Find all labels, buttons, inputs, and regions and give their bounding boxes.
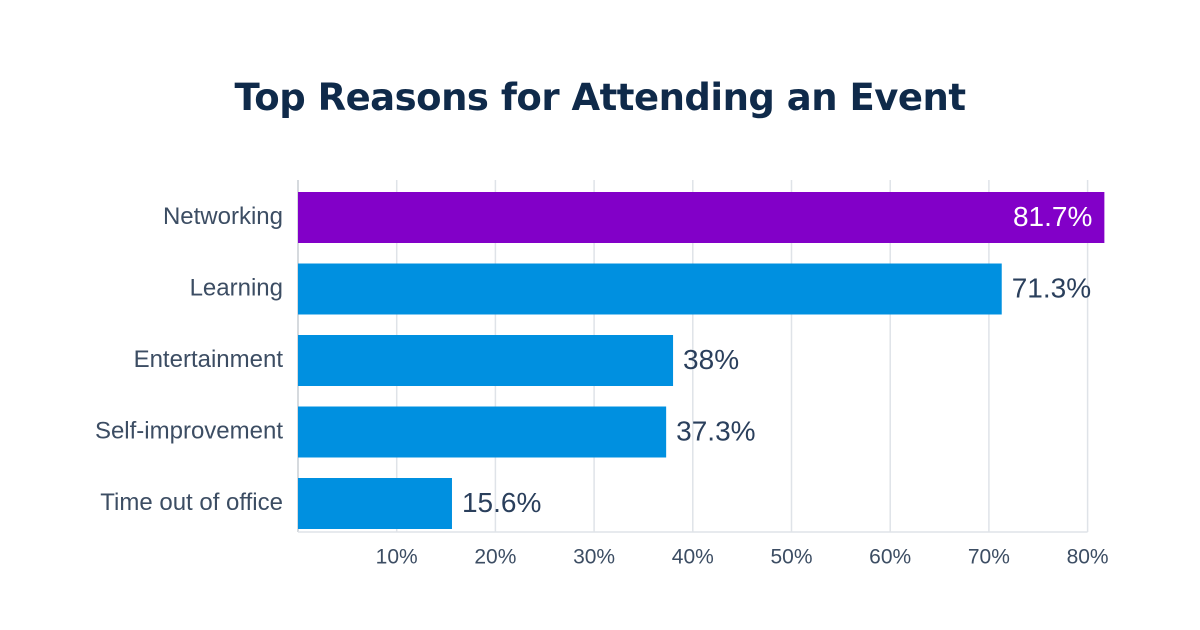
category-label: Networking	[163, 203, 283, 230]
data-label: 81.7%	[1013, 201, 1092, 232]
value-labels: 81.7% 71.3% 38% 37.3% 15.6%	[462, 201, 1092, 518]
x-axis-ticks: 10% 20% 30% 40% 50% 60% 70% 80%	[376, 546, 1109, 569]
category-label: Self-improvement	[95, 417, 283, 444]
x-tick-label: 10%	[376, 546, 418, 569]
x-tick-label: 40%	[672, 546, 714, 569]
bar-networking	[298, 192, 1105, 243]
category-label: Learning	[190, 274, 283, 301]
x-tick-label: 30%	[573, 546, 615, 569]
category-label: Entertainment	[134, 346, 284, 373]
bar-self-improvement	[298, 406, 667, 458]
category-label: Time out of office	[100, 489, 283, 516]
x-tick-label: 20%	[474, 546, 516, 569]
x-tick-label: 70%	[968, 546, 1010, 569]
bar-entertainment	[298, 335, 674, 386]
data-label: 37.3%	[676, 415, 755, 446]
x-tick-label: 80%	[1067, 546, 1109, 569]
category-labels: Networking Learning Entertainment Self-impr…	[95, 203, 283, 516]
bars	[298, 192, 1105, 529]
x-tick-label: 50%	[770, 546, 812, 569]
data-label: 15.6%	[462, 487, 541, 518]
chart-title: Top Reasons for Attending an Event	[234, 76, 966, 119]
x-tick-label: 60%	[869, 546, 911, 569]
data-label: 71.3%	[1012, 272, 1091, 303]
bar-time-out-of-office	[298, 478, 452, 529]
data-label: 38%	[683, 344, 739, 375]
bar-learning	[298, 263, 1002, 315]
